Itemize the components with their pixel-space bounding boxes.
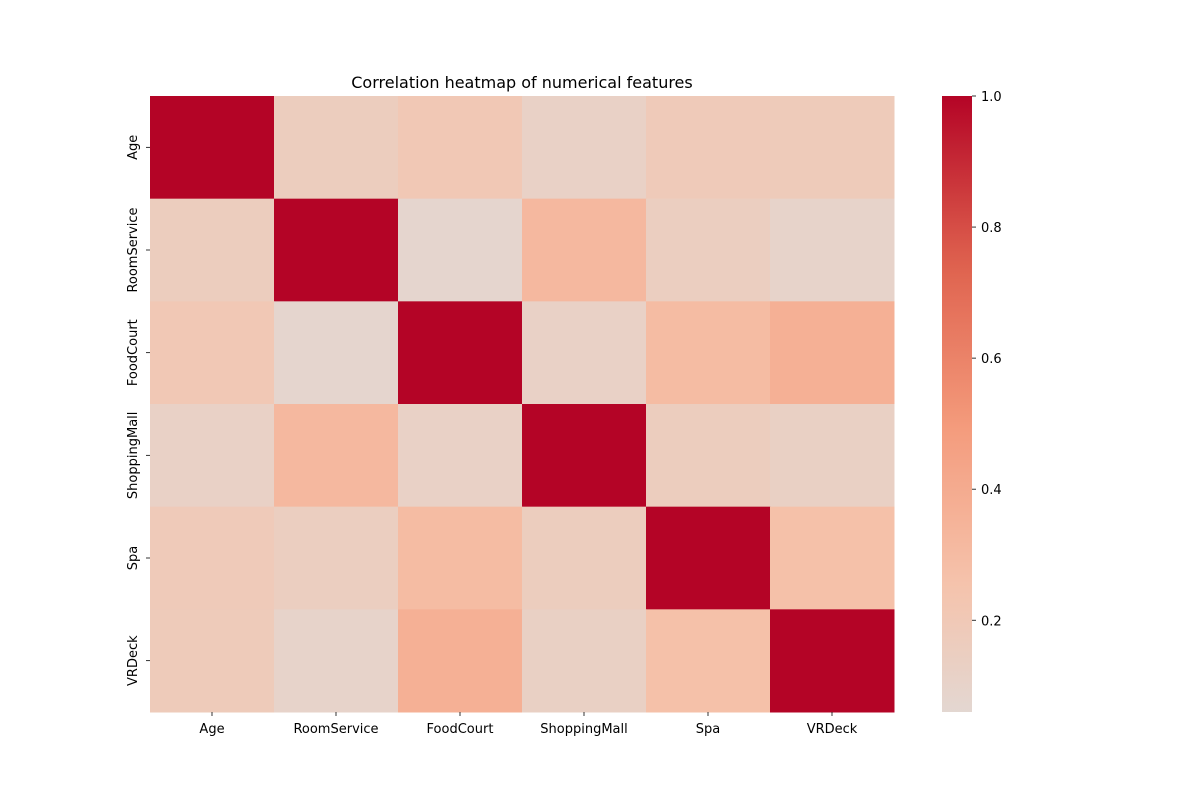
y-tick-label: ShoppingMall [126,412,141,499]
colorbar-gradient [942,96,972,712]
heatmap-cell-Spa-ShoppingMall [522,506,647,610]
heatmap-cell-VRDeck-FoodCourt [398,609,523,713]
heatmap-cell-FoodCourt-RoomService [274,301,399,405]
y-tick-label: FoodCourt [126,319,141,386]
colorbar-tick-label: 0.2 [981,614,1002,629]
heatmap-cell-Spa-VRDeck [770,506,895,610]
x-tick-label: VRDeck [807,722,858,737]
heatmap-cells [150,96,895,713]
x-axis: Age RoomService FoodCourt ShoppingMall Spa VR… [199,712,858,737]
colorbar: 0.2 0.4 0.6 0.8 1.0 [942,90,1002,712]
heatmap-cell-ShoppingMall-RoomService [274,404,399,508]
heatmap-cell-RoomService-RoomService [274,198,399,302]
colorbar-tick-label: 0.8 [981,221,1002,236]
heatmap-cell-FoodCourt-Spa [646,301,771,405]
heatmap-cell-RoomService-ShoppingMall [522,198,647,302]
x-tick-label: ShoppingMall [540,722,627,737]
heatmap-cell-ShoppingMall-Spa [646,404,771,508]
x-tick-label: RoomService [293,722,378,737]
x-tick-label: FoodCourt [427,722,494,737]
heatmap-cell-FoodCourt-ShoppingMall [522,301,647,405]
heatmap-cell-FoodCourt-FoodCourt [398,301,523,405]
y-tick-label: Spa [126,546,141,570]
heatmap-cell-Spa-FoodCourt [398,506,523,610]
colorbar-tick-label: 1.0 [981,90,1002,105]
heatmap-cell-RoomService-Spa [646,198,771,302]
heatmap-cell-RoomService-VRDeck [770,198,895,302]
heatmap-cell-FoodCourt-Age [150,301,275,405]
heatmap-cell-Spa-RoomService [274,506,399,610]
heatmap-cell-FoodCourt-VRDeck [770,301,895,405]
heatmap-cell-RoomService-FoodCourt [398,198,523,302]
chart-title: Correlation heatmap of numerical feature… [351,73,692,92]
x-tick-label: Age [199,722,224,737]
heatmap-cell-ShoppingMall-FoodCourt [398,404,523,508]
y-tick-label: VRDeck [126,635,141,686]
colorbar-ticks: 0.2 0.4 0.6 0.8 1.0 [972,90,1002,629]
heatmap-cell-ShoppingMall-VRDeck [770,404,895,508]
heatmap-cell-VRDeck-VRDeck [770,609,895,713]
heatmap-cell-Age-Age [150,96,275,200]
heatmap-cell-Age-VRDeck [770,96,895,200]
colorbar-tick-label: 0.6 [981,352,1002,367]
y-tick-label: RoomService [126,207,141,292]
heatmap-cell-VRDeck-Age [150,609,275,713]
heatmap-cell-Age-Spa [646,96,771,200]
heatmap-cell-RoomService-Age [150,198,275,302]
y-tick-label: Age [126,135,141,160]
heatmap-cell-ShoppingMall-Age [150,404,275,508]
heatmap-cell-ShoppingMall-ShoppingMall [522,404,647,508]
heatmap-cell-VRDeck-ShoppingMall [522,609,647,713]
colorbar-tick-label: 0.4 [981,483,1002,498]
x-tick-label: Spa [696,722,720,737]
heatmap-cell-VRDeck-Spa [646,609,771,713]
y-axis: Age RoomService FoodCourt ShoppingMall Spa VR… [126,135,150,686]
heatmap-cell-VRDeck-RoomService [274,609,399,713]
heatmap-cell-Age-RoomService [274,96,399,200]
heatmap-cell-Age-ShoppingMall [522,96,647,200]
heatmap-cell-Spa-Spa [646,506,771,610]
heatmap-cell-Age-FoodCourt [398,96,523,200]
heatmap-cell-Spa-Age [150,506,275,610]
